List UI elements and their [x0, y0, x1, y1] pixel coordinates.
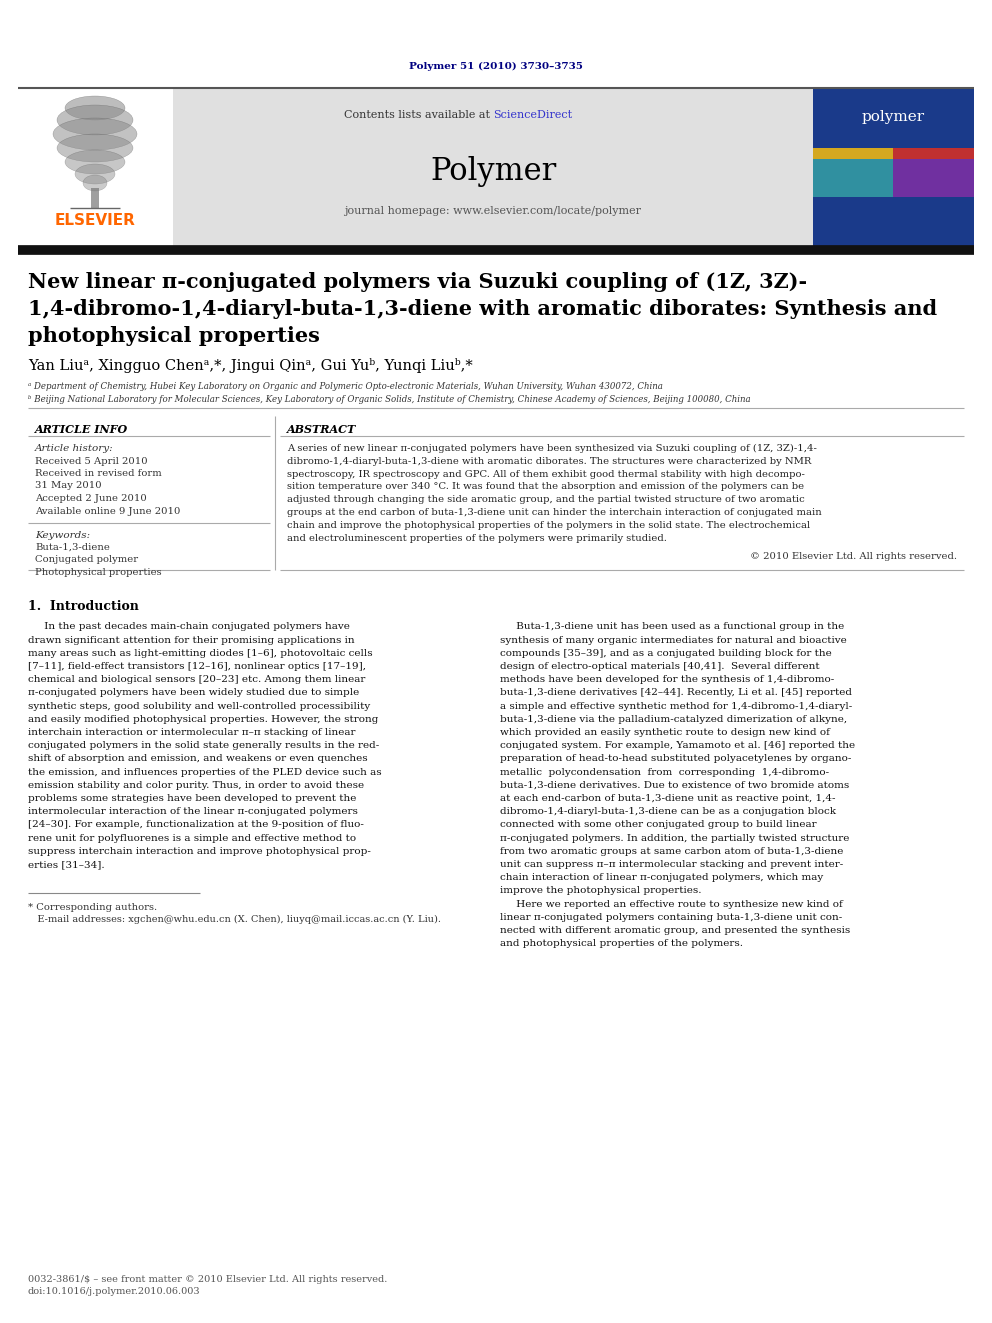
Text: [7–11], field-effect transistors [12–16], nonlinear optics [17–19],: [7–11], field-effect transistors [12–16]…: [28, 662, 366, 671]
Text: 1.  Introduction: 1. Introduction: [28, 601, 139, 614]
Text: dibromo-1,4-diaryl-buta-1,3-diene with aromatic diborates. The structures were c: dibromo-1,4-diaryl-buta-1,3-diene with a…: [287, 456, 811, 466]
Text: the emission, and influences properties of the PLED device such as: the emission, and influences properties …: [28, 767, 382, 777]
Text: nected with different aromatic group, and presented the synthesis: nected with different aromatic group, an…: [500, 926, 850, 935]
Text: adjusted through changing the side aromatic group, and the partial twisted struc: adjusted through changing the side aroma…: [287, 495, 805, 504]
Text: shift of absorption and emission, and weakens or even quenches: shift of absorption and emission, and we…: [28, 754, 368, 763]
Text: polymer: polymer: [862, 110, 926, 124]
Text: problems some strategies have been developed to prevent the: problems some strategies have been devel…: [28, 794, 356, 803]
Text: ELSEVIER: ELSEVIER: [55, 213, 136, 228]
Text: and photophysical properties of the polymers.: and photophysical properties of the poly…: [500, 939, 743, 949]
Text: Received 5 April 2010: Received 5 April 2010: [35, 456, 148, 466]
Text: Photophysical properties: Photophysical properties: [35, 568, 162, 577]
Text: Polymer 51 (2010) 3730–3735: Polymer 51 (2010) 3730–3735: [409, 62, 583, 71]
Ellipse shape: [53, 118, 137, 149]
Text: preparation of head-to-head substituted polyacetylenes by organo-: preparation of head-to-head substituted …: [500, 754, 851, 763]
Ellipse shape: [57, 134, 133, 161]
Text: [24–30]. For example, functionalization at the 9-position of fluo-: [24–30]. For example, functionalization …: [28, 820, 364, 830]
Text: sition temperature over 340 °C. It was found that the absorption and emission of: sition temperature over 340 °C. It was f…: [287, 483, 805, 491]
Text: 31 May 2010: 31 May 2010: [35, 482, 101, 491]
Bar: [813, 159, 893, 197]
Bar: [813, 89, 974, 247]
Ellipse shape: [75, 164, 115, 184]
Text: at each end-carbon of buta-1,3-diene unit as reactive point, 1,4-: at each end-carbon of buta-1,3-diene uni…: [500, 794, 835, 803]
Text: spectroscopy, IR spectroscopy and GPC. All of them exhibit good thermal stabilit: spectroscopy, IR spectroscopy and GPC. A…: [287, 470, 805, 479]
Text: π-conjugated polymers. In addition, the partially twisted structure: π-conjugated polymers. In addition, the …: [500, 833, 849, 843]
Text: Conjugated polymer: Conjugated polymer: [35, 556, 138, 565]
Text: Accepted 2 June 2010: Accepted 2 June 2010: [35, 493, 147, 503]
Text: many areas such as light-emitting diodes [1–6], photovoltaic cells: many areas such as light-emitting diodes…: [28, 648, 373, 658]
Text: A series of new linear π-conjugated polymers have been synthesized via Suzuki co: A series of new linear π-conjugated poly…: [287, 445, 816, 452]
Text: ABSTRACT: ABSTRACT: [287, 423, 356, 435]
Text: ᵇ Beijing National Laboratory for Molecular Sciences, Key Laboratory of Organic : ᵇ Beijing National Laboratory for Molecu…: [28, 396, 751, 404]
Text: Received in revised form: Received in revised form: [35, 468, 162, 478]
Text: Available online 9 June 2010: Available online 9 June 2010: [35, 507, 181, 516]
Ellipse shape: [83, 175, 107, 191]
Text: Keywords:: Keywords:: [35, 531, 90, 540]
Text: groups at the end carbon of buta-1,3-diene unit can hinder the interchain intera: groups at the end carbon of buta-1,3-die…: [287, 508, 821, 517]
Text: Here we reported an effective route to synthesize new kind of: Here we reported an effective route to s…: [500, 900, 843, 909]
Ellipse shape: [65, 97, 125, 120]
Text: Article history:: Article history:: [35, 445, 114, 452]
Text: synthesis of many organic intermediates for natural and bioactive: synthesis of many organic intermediates …: [500, 635, 847, 644]
Text: In the past decades main-chain conjugated polymers have: In the past decades main-chain conjugate…: [28, 622, 350, 631]
Text: which provided an easily synthetic route to design new kind of: which provided an easily synthetic route…: [500, 728, 830, 737]
Text: conjugated system. For example, Yamamoto et al. [46] reported the: conjugated system. For example, Yamamoto…: [500, 741, 855, 750]
Text: linear π-conjugated polymers containing buta-1,3-diene unit con-: linear π-conjugated polymers containing …: [500, 913, 842, 922]
Ellipse shape: [65, 149, 125, 175]
Bar: [91, 188, 99, 208]
Text: emission stability and color purity. Thus, in order to avoid these: emission stability and color purity. Thu…: [28, 781, 364, 790]
Text: unit can suppress π–π intermolecular stacking and prevent inter-: unit can suppress π–π intermolecular sta…: [500, 860, 843, 869]
Text: buta-1,3-diene via the palladium-catalyzed dimerization of alkyne,: buta-1,3-diene via the palladium-catalyz…: [500, 714, 847, 724]
Text: buta-1,3-diene derivatives [42–44]. Recently, Li et al. [45] reported: buta-1,3-diene derivatives [42–44]. Rece…: [500, 688, 852, 697]
Text: ScienceDirect: ScienceDirect: [493, 110, 572, 120]
Text: synthetic steps, good solubility and well-controlled processibility: synthetic steps, good solubility and wel…: [28, 701, 370, 710]
Text: from two aromatic groups at same carbon atom of buta-1,3-diene: from two aromatic groups at same carbon …: [500, 847, 843, 856]
Text: photophysical properties: photophysical properties: [28, 325, 319, 347]
Text: chemical and biological sensors [20–23] etc. Among them linear: chemical and biological sensors [20–23] …: [28, 675, 365, 684]
Text: chain interaction of linear π-conjugated polymers, which may: chain interaction of linear π-conjugated…: [500, 873, 823, 882]
Text: * Corresponding authors.: * Corresponding authors.: [28, 904, 157, 912]
Text: improve the photophysical properties.: improve the photophysical properties.: [500, 886, 701, 896]
Text: rene unit for polyfluorenes is a simple and effective method to: rene unit for polyfluorenes is a simple …: [28, 833, 356, 843]
Text: Yan Liuᵃ, Xingguo Chenᵃ,*, Jingui Qinᵃ, Gui Yuᵇ, Yunqi Liuᵇ,*: Yan Liuᵃ, Xingguo Chenᵃ,*, Jingui Qinᵃ, …: [28, 359, 473, 373]
Text: a simple and effective synthetic method for 1,4-dibromo-1,4-diaryl-: a simple and effective synthetic method …: [500, 701, 852, 710]
Text: methods have been developed for the synthesis of 1,4-dibromo-: methods have been developed for the synt…: [500, 675, 834, 684]
Text: doi:10.1016/j.polymer.2010.06.003: doi:10.1016/j.polymer.2010.06.003: [28, 1287, 200, 1297]
Text: E-mail addresses: xgchen@whu.edu.cn (X. Chen), liuyq@mail.iccas.ac.cn (Y. Liu).: E-mail addresses: xgchen@whu.edu.cn (X. …: [28, 916, 441, 925]
Text: connected with some other conjugated group to build linear: connected with some other conjugated gro…: [500, 820, 816, 830]
Text: intermolecular interaction of the linear π-conjugated polymers: intermolecular interaction of the linear…: [28, 807, 358, 816]
Text: interchain interaction or intermolecular π–π stacking of linear: interchain interaction or intermolecular…: [28, 728, 355, 737]
Bar: [813, 148, 893, 197]
Text: New linear π-conjugated polymers via Suzuki coupling of (1Z, 3Z)-: New linear π-conjugated polymers via Suz…: [28, 273, 807, 292]
Text: © 2010 Elsevier Ltd. All rights reserved.: © 2010 Elsevier Ltd. All rights reserved…: [750, 553, 957, 561]
Text: Buta-1,3-diene: Buta-1,3-diene: [35, 542, 110, 552]
Text: ARTICLE INFO: ARTICLE INFO: [35, 423, 128, 435]
Bar: [893, 148, 974, 197]
Bar: [173, 89, 813, 247]
Text: Buta-1,3-diene unit has been used as a functional group in the: Buta-1,3-diene unit has been used as a f…: [500, 622, 844, 631]
Text: suppress interchain interaction and improve photophysical prop-: suppress interchain interaction and impr…: [28, 847, 371, 856]
Bar: [18, 89, 173, 247]
Text: Contents lists available at: Contents lists available at: [343, 110, 493, 120]
Text: compounds [35–39], and as a conjugated building block for the: compounds [35–39], and as a conjugated b…: [500, 648, 831, 658]
Text: Polymer: Polymer: [430, 156, 557, 187]
Text: design of electro-optical materials [40,41].  Several different: design of electro-optical materials [40,…: [500, 662, 819, 671]
Text: buta-1,3-diene derivatives. Due to existence of two bromide atoms: buta-1,3-diene derivatives. Due to exist…: [500, 781, 849, 790]
Bar: [893, 159, 974, 197]
Text: dibromo-1,4-diaryl-buta-1,3-diene can be as a conjugation block: dibromo-1,4-diaryl-buta-1,3-diene can be…: [500, 807, 836, 816]
Text: ᵃ Department of Chemistry, Hubei Key Laboratory on Organic and Polymeric Opto-el: ᵃ Department of Chemistry, Hubei Key Lab…: [28, 382, 663, 392]
Text: and electroluminescent properties of the polymers were primarily studied.: and electroluminescent properties of the…: [287, 533, 667, 542]
Text: 0032-3861/$ – see front matter © 2010 Elsevier Ltd. All rights reserved.: 0032-3861/$ – see front matter © 2010 El…: [28, 1275, 387, 1285]
Text: chain and improve the photophysical properties of the polymers in the solid stat: chain and improve the photophysical prop…: [287, 521, 810, 529]
Text: erties [31–34].: erties [31–34].: [28, 860, 104, 869]
Text: conjugated polymers in the solid state generally results in the red-: conjugated polymers in the solid state g…: [28, 741, 379, 750]
Text: journal homepage: www.elsevier.com/locate/polymer: journal homepage: www.elsevier.com/locat…: [344, 206, 642, 216]
Text: 1,4-dibromo-1,4-diaryl-buta-1,3-diene with aromatic diborates: Synthesis and: 1,4-dibromo-1,4-diaryl-buta-1,3-diene wi…: [28, 299, 937, 319]
Text: metallic  polycondensation  from  corresponding  1,4-dibromo-: metallic polycondensation from correspon…: [500, 767, 829, 777]
Text: drawn significant attention for their promising applications in: drawn significant attention for their pr…: [28, 635, 354, 644]
Ellipse shape: [57, 105, 133, 135]
Text: π-conjugated polymers have been widely studied due to simple: π-conjugated polymers have been widely s…: [28, 688, 359, 697]
Text: and easily modified photophysical properties. However, the strong: and easily modified photophysical proper…: [28, 714, 378, 724]
